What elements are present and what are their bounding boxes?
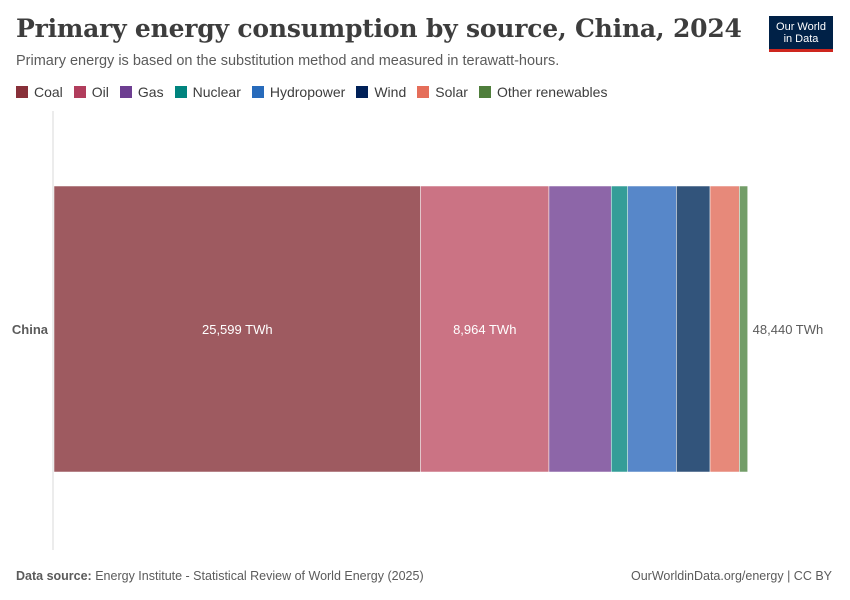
legend-item-hydropower[interactable]: Hydropower	[251, 84, 346, 100]
legend-label: Solar	[435, 84, 468, 100]
bar-label-oil: 8,964 TWh	[453, 322, 516, 337]
legend-swatch	[417, 86, 430, 98]
legend-label: Other renewables	[496, 84, 608, 100]
legend-swatch	[356, 86, 369, 98]
legend-item-gas[interactable]: Gas	[119, 84, 164, 100]
category-label: China	[12, 322, 49, 337]
chart-title: Primary energy consumption by source, Ch…	[16, 14, 742, 43]
credit-link[interactable]: OurWorldinData.org/energy | CC BY	[630, 569, 832, 583]
data-source: Data source: Energy Institute - Statisti…	[16, 569, 424, 583]
legend-swatch	[73, 86, 86, 98]
legend-item-oil[interactable]: Oil	[73, 84, 109, 100]
legend: Coal Oil Gas Nuclear Hydropower Wind Solar Othe…	[16, 84, 618, 100]
legend-swatch	[174, 86, 187, 98]
stacked-bar-chart: China 25,599 TWh 8,964 TWh 48,440 TWh	[12, 111, 824, 550]
bar-wind[interactable]	[676, 185, 711, 473]
legend-swatch	[251, 86, 264, 98]
logo-line-2: in Data	[783, 32, 819, 45]
legend-label: Gas	[137, 84, 164, 100]
legend-label: Wind	[374, 84, 407, 100]
bar-label-coal: 25,599 TWh	[202, 322, 273, 337]
owid-logo[interactable]: Our World in Data	[769, 16, 833, 52]
legend-label: Oil	[91, 84, 109, 100]
chart-subtitle: Primary energy is based on the substitut…	[16, 53, 560, 69]
legend-item-coal[interactable]: Coal	[16, 84, 63, 100]
legend-label: Coal	[34, 84, 63, 100]
bar-coal[interactable]	[53, 185, 421, 473]
data-source-label: Data source:	[16, 569, 92, 583]
bar-other-renewables[interactable]	[739, 185, 748, 473]
legend-label: Nuclear	[192, 84, 241, 100]
total-label: 48,440 TWh	[753, 322, 824, 337]
data-source-text[interactable]: Energy Institute - Statistical Review of…	[95, 569, 424, 583]
legend-item-other-renewables[interactable]: Other renewables	[478, 84, 608, 100]
bar-nuclear[interactable]	[610, 185, 628, 473]
legend-swatch	[119, 86, 132, 98]
legend-item-wind[interactable]: Wind	[356, 84, 406, 100]
bar-gas[interactable]	[548, 185, 612, 473]
legend-swatch	[478, 86, 491, 98]
bar-hydropower[interactable]	[627, 185, 677, 473]
legend-item-solar[interactable]: Solar	[417, 84, 468, 100]
bar-solar[interactable]	[709, 185, 740, 473]
legend-item-nuclear[interactable]: Nuclear	[174, 84, 241, 100]
legend-swatch	[16, 86, 28, 98]
legend-label: Hydropower	[269, 84, 346, 100]
logo-line-1: Our World	[776, 20, 826, 33]
